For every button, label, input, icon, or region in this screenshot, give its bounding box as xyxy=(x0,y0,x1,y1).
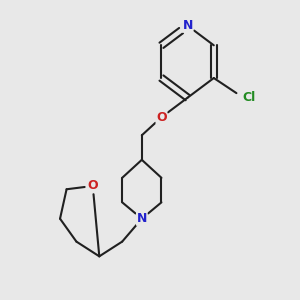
Text: Cl: Cl xyxy=(242,91,256,104)
Text: O: O xyxy=(156,111,167,124)
Text: O: O xyxy=(87,179,98,193)
Text: N: N xyxy=(136,212,147,225)
Text: N: N xyxy=(182,19,193,32)
